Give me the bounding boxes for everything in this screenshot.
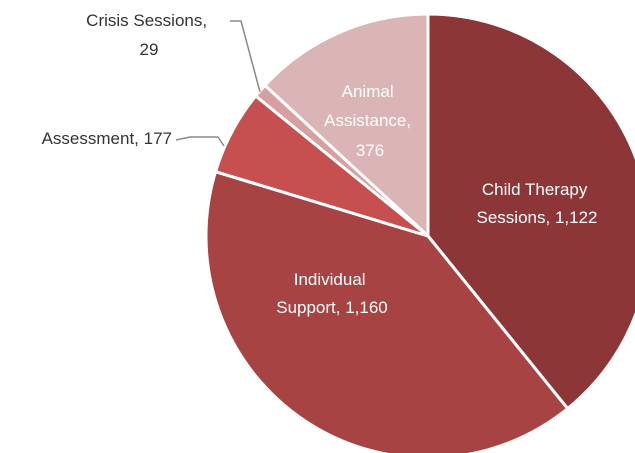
data-label-line: 376 bbox=[356, 141, 384, 160]
pie-slice-animal-assistance bbox=[263, 12, 430, 238]
data-label-line: Animal bbox=[342, 82, 394, 101]
data-label-animal-assistance: Animal Assistance, 376 bbox=[324, 82, 416, 160]
data-label-crisis-sessions: Crisis Sessions, 29 bbox=[86, 11, 212, 59]
data-label-individual-support: Individual Support, 1,160 bbox=[276, 270, 388, 317]
data-label-child-therapy-sessions: Child Therapy Sessions, 1,122 bbox=[477, 180, 598, 227]
data-label-line: Assessment, 177 bbox=[42, 129, 172, 148]
pie-slices bbox=[204, 12, 635, 453]
leader-lines bbox=[175, 20, 261, 147]
leader-line-crisis-sessions bbox=[230, 20, 261, 93]
data-label-line: Assistance, bbox=[324, 111, 411, 130]
data-label-line: Child Therapy bbox=[482, 180, 588, 199]
leader-line-assessment bbox=[175, 136, 225, 147]
data-label-line: Individual bbox=[294, 270, 366, 289]
data-label-line: Sessions, 1,122 bbox=[477, 208, 598, 227]
data-label-assessment: Assessment, 177 bbox=[42, 129, 172, 148]
data-label-line: Crisis Sessions, bbox=[86, 11, 207, 30]
pie-slice-individual-support bbox=[204, 170, 570, 453]
pie-slice-child-therapy-sessions bbox=[426, 12, 635, 411]
data-label-line: 29 bbox=[140, 40, 159, 59]
data-label-line: Support, 1,160 bbox=[276, 298, 388, 317]
